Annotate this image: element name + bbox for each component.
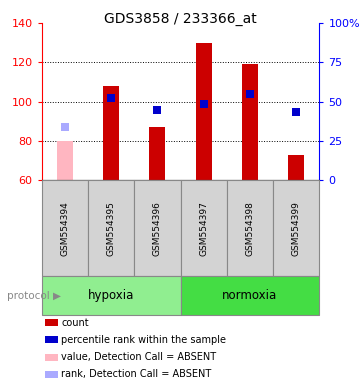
Text: percentile rank within the sample: percentile rank within the sample	[61, 335, 226, 345]
Bar	[180, 276, 319, 315]
Bar	[88, 180, 134, 276]
Bar	[57, 141, 73, 180]
Text: GDS3858 / 233366_at: GDS3858 / 233366_at	[104, 12, 257, 25]
Point	[62, 124, 68, 131]
Bar	[42, 276, 180, 315]
Text: count: count	[61, 318, 89, 328]
Text: GSM554394: GSM554394	[60, 201, 69, 256]
Text: GSM554399: GSM554399	[292, 201, 301, 256]
Bar	[227, 180, 273, 276]
Text: GSM554396: GSM554396	[153, 201, 162, 256]
Text: GSM554395: GSM554395	[106, 201, 116, 256]
Bar	[273, 180, 319, 276]
Text: rank, Detection Call = ABSENT: rank, Detection Call = ABSENT	[61, 369, 212, 379]
Text: protocol ▶: protocol ▶	[7, 291, 61, 301]
Point	[247, 91, 253, 97]
Text: value, Detection Call = ABSENT: value, Detection Call = ABSENT	[61, 352, 217, 362]
Bar	[180, 180, 227, 276]
Bar	[42, 180, 88, 276]
Text: normoxia: normoxia	[222, 289, 278, 302]
Point	[293, 109, 299, 115]
Bar	[149, 127, 165, 180]
Bar	[288, 155, 304, 180]
Text: GSM554398: GSM554398	[245, 201, 255, 256]
Bar	[196, 43, 212, 180]
Bar	[134, 180, 180, 276]
Point	[155, 107, 160, 113]
Text: hypoxia: hypoxia	[88, 289, 134, 302]
Bar	[103, 86, 119, 180]
Text: GSM554397: GSM554397	[199, 201, 208, 256]
Bar	[242, 65, 258, 180]
Point	[108, 95, 114, 101]
Point	[201, 101, 206, 107]
